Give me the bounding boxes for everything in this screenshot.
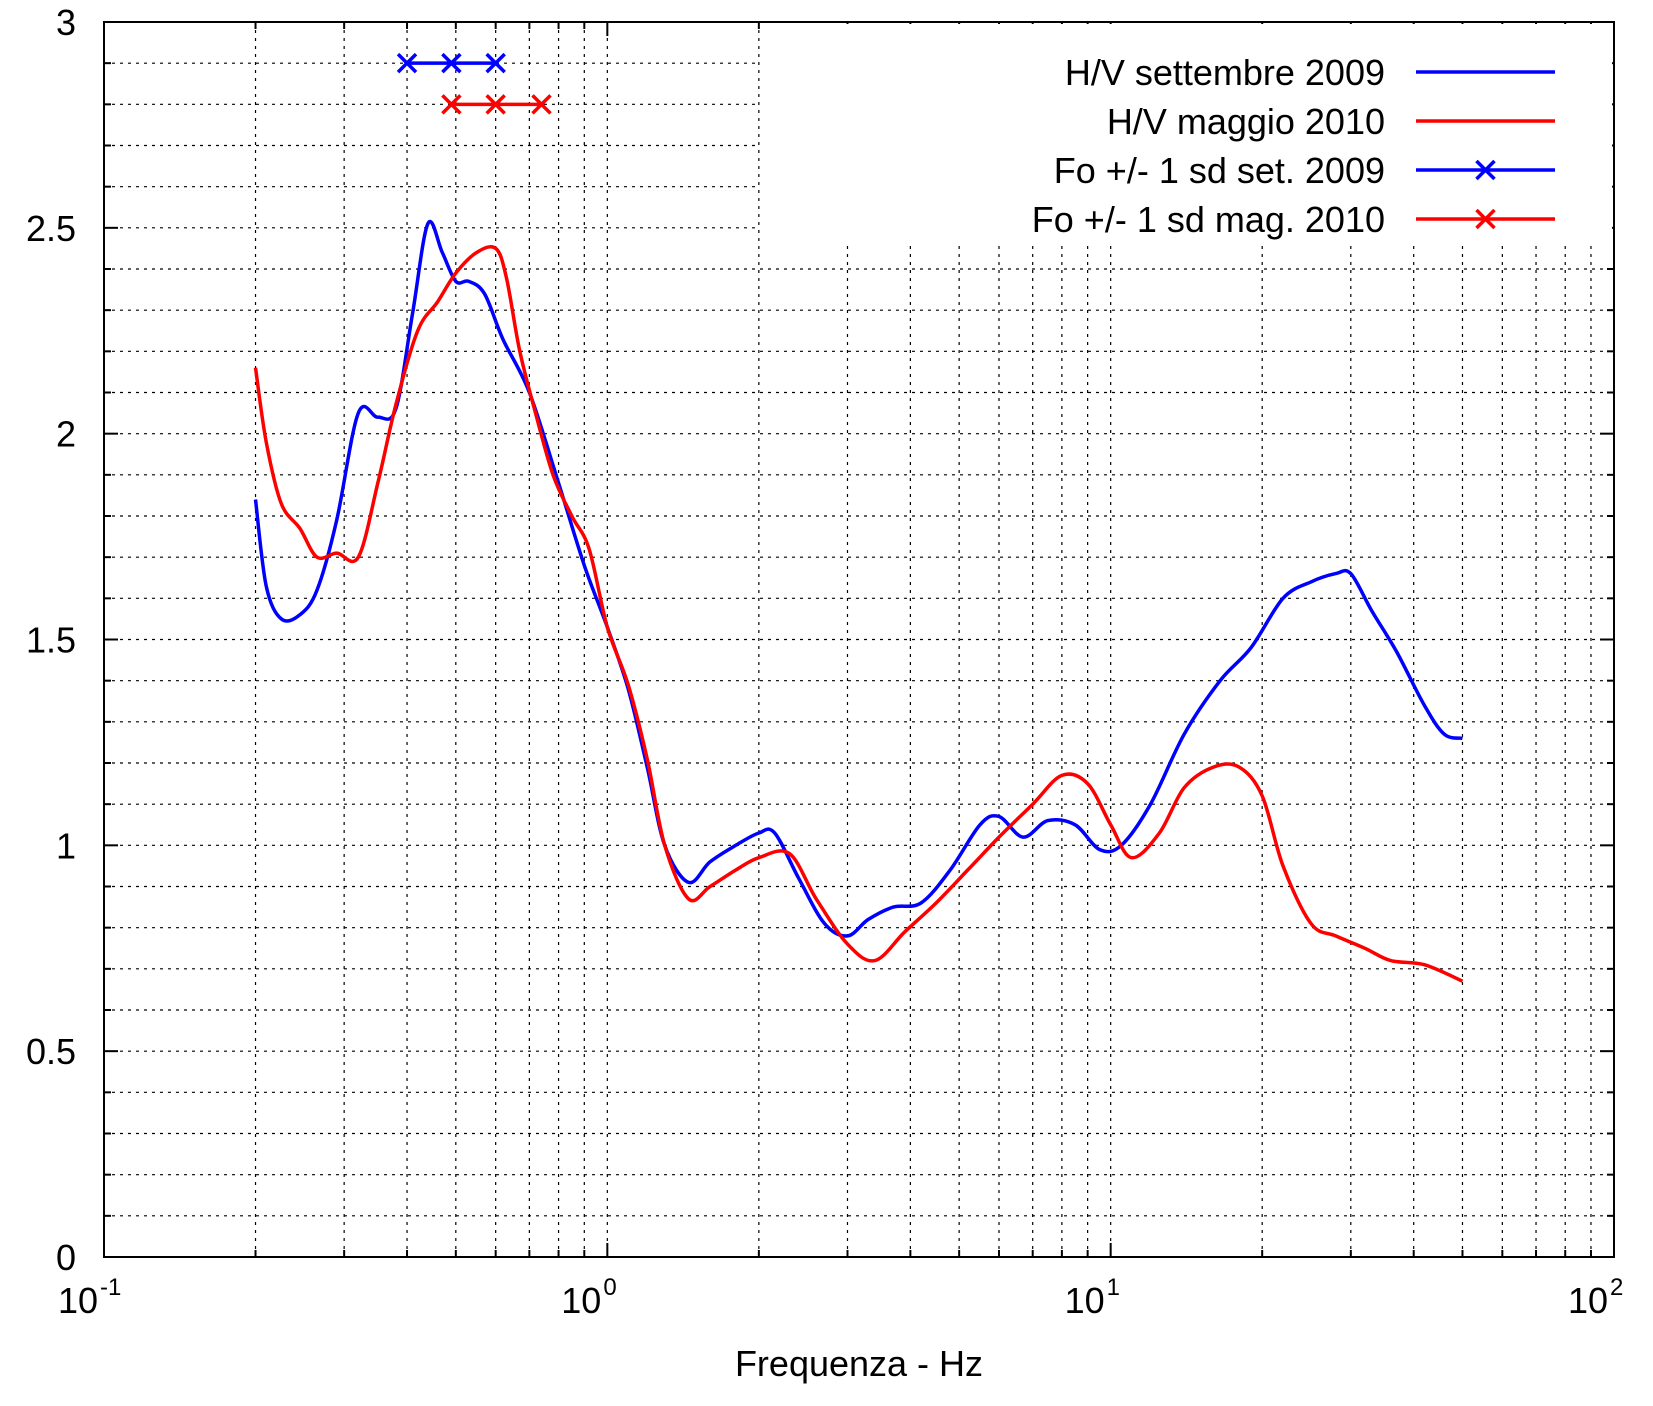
series-point — [485, 94, 506, 115]
y-tick-label: 0.5 — [26, 1031, 76, 1072]
legend-item: Fo +/- 1 sd mag. 2010 — [1032, 199, 1555, 240]
x-axis-title: Frequenza - Hz — [735, 1343, 983, 1384]
legend-item: Fo +/- 1 sd set. 2009 — [1054, 150, 1555, 191]
y-tick-label: 2 — [56, 414, 76, 455]
x-tick-base: 10 — [561, 1280, 601, 1321]
series-4 — [441, 94, 552, 115]
legend-background — [760, 24, 1612, 244]
y-tick-label: 1.5 — [26, 620, 76, 661]
legend-label: H/V maggio 2010 — [1107, 101, 1385, 142]
x-tick-exponent: 2 — [1610, 1274, 1623, 1301]
y-tick-label: 0 — [56, 1237, 76, 1278]
legend-marker — [1475, 159, 1496, 181]
x-tick-exponent: 0 — [603, 1274, 616, 1301]
series-line — [253, 244, 1464, 983]
series-point — [441, 94, 462, 115]
x-tick-base: 10 — [58, 1280, 98, 1321]
series-point — [485, 52, 506, 74]
y-tick-label: 1 — [56, 825, 76, 866]
series-point — [396, 52, 418, 74]
x-tick-base: 10 — [1065, 1280, 1105, 1321]
series-lines — [253, 52, 1464, 983]
legend-marker — [1475, 208, 1496, 230]
plot-frame — [103, 21, 1615, 1258]
legend-label: H/V settembre 2009 — [1065, 52, 1385, 93]
series-point — [531, 94, 552, 115]
legend-item: H/V maggio 2010 — [1107, 101, 1555, 142]
x-tick-label: 10 2 — [1568, 1274, 1623, 1321]
legend-label: Fo +/- 1 sd set. 2009 — [1054, 150, 1385, 191]
x-tick-label: 10 1 — [1065, 1274, 1120, 1321]
series-point — [441, 52, 462, 74]
x-tick-base: 10 — [1568, 1280, 1608, 1321]
series-line — [253, 219, 1463, 938]
y-tick-label: 3 — [56, 2, 76, 43]
y-tick-label: 2.5 — [26, 208, 76, 249]
x-tick-exponent: 1 — [1107, 1274, 1120, 1301]
x-tick-label: 10 0 — [561, 1274, 616, 1321]
series-1 — [253, 219, 1463, 938]
legend-item: H/V settembre 2009 — [1065, 52, 1555, 93]
legend-label: Fo +/- 1 sd mag. 2010 — [1032, 199, 1385, 240]
series-3 — [396, 52, 506, 74]
series-2 — [253, 244, 1464, 983]
legend: H/V settembre 2009 H/V maggio 2010 Fo +/- … — [760, 24, 1612, 244]
x-tick-label: 10 -1 — [58, 1274, 121, 1321]
x-tick-exponent: -1 — [100, 1274, 121, 1301]
